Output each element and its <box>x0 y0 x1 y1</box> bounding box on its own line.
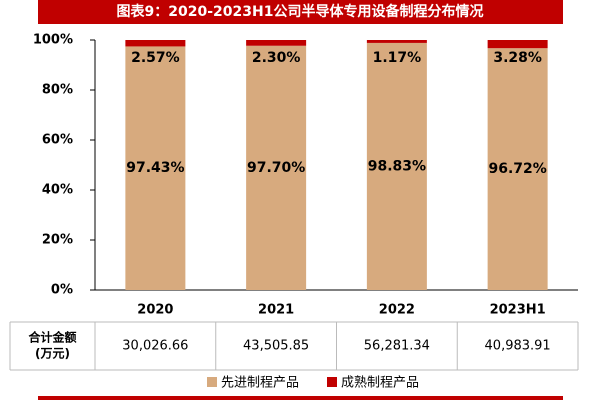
bar-segment <box>487 48 548 291</box>
data-label: 2.57% <box>131 50 180 66</box>
chart-title: 图表9：2020-2023H1公司半导体专用设备制程分布情况 <box>117 3 484 20</box>
legend-label: 先进制程产品 <box>221 376 299 391</box>
y-tick-label: 100% <box>33 33 73 48</box>
data-label: 2.30% <box>252 50 301 66</box>
legend-swatch <box>207 377 217 387</box>
data-label: 96.72% <box>488 161 546 177</box>
y-tick-label: 40% <box>42 183 73 198</box>
bar-segment <box>246 40 307 46</box>
table-cell: 43,505.85 <box>243 339 309 354</box>
bar-segment <box>487 40 548 49</box>
y-tick-label: 0% <box>51 283 73 298</box>
bar-segment <box>125 46 186 290</box>
y-tick-label: 60% <box>42 133 73 148</box>
legend-swatch <box>327 377 337 387</box>
data-label: 3.28% <box>493 50 542 66</box>
data-label: 97.43% <box>126 160 184 176</box>
data-label: 98.83% <box>368 158 426 174</box>
bar-segment <box>125 40 186 47</box>
bar-segment <box>366 40 427 43</box>
table-cell: 56,281.34 <box>364 339 430 354</box>
bar-segment <box>366 42 427 290</box>
legend-label: 成熟制程产品 <box>341 375 419 391</box>
table-cell: 30,026.66 <box>122 339 188 354</box>
footer-bar <box>38 396 563 400</box>
y-tick-label: 80% <box>42 83 73 98</box>
x-tick-label: 2022 <box>379 303 415 318</box>
x-tick-label: 2020 <box>137 303 173 318</box>
table-row-label: 合计金额 <box>28 330 76 345</box>
data-label: 97.70% <box>247 160 305 176</box>
x-tick-label: 2021 <box>258 303 294 318</box>
table-row-label: (万元) <box>35 347 70 361</box>
x-tick-label: 2023H1 <box>490 303 546 318</box>
table-cell: 40,983.91 <box>485 339 551 354</box>
bar-segment <box>246 45 307 290</box>
title-banner <box>38 0 563 24</box>
data-label: 1.17% <box>373 50 422 66</box>
y-tick-label: 20% <box>42 233 73 248</box>
